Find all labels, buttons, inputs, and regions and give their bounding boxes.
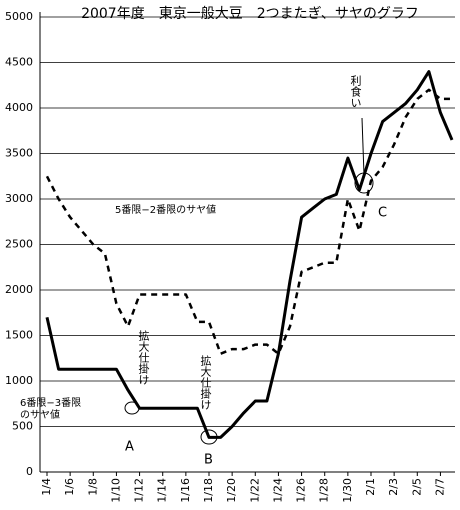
x-tick-label: 1/30 [341,478,354,503]
x-tick-label: 1/8 [86,478,99,496]
annotation: C [378,206,387,221]
x-tick-label: 1/22 [248,478,261,503]
series-label: 5番限−2番限のサヤ値 [115,203,216,216]
annotation: B [204,453,213,468]
annotation: 拡大仕掛け [137,329,150,385]
x-tick-label: 1/10 [109,478,122,503]
chart-title: 2007年度 東京一般大豆 2つまたぎ、サヤのグラフ [81,6,419,22]
x-tick-label: 1/26 [295,478,308,503]
x-tick-label: 1/20 [225,478,238,503]
x-tick-label: 1/24 [271,478,284,503]
y-tick-label: 2500 [5,238,33,251]
x-tick-label: 2/3 [387,478,400,496]
x-tick-label: 2/7 [433,478,446,496]
y-tick-label: 5000 [5,10,33,23]
annotation: 利食い [349,75,362,108]
x-tick-label: 1/6 [63,478,76,496]
y-tick-label: 3000 [5,192,33,205]
y-tick-label: 4500 [5,56,33,69]
x-tick-label: 1/18 [202,478,215,503]
y-tick-label: 0 [26,465,33,478]
series-line [45,70,454,439]
y-tick-label: 1000 [5,374,33,387]
y-tick-label: 1500 [5,329,33,342]
y-tick-label: 2000 [5,283,33,296]
y-tick-label: 3500 [5,147,33,160]
pointer [361,117,365,176]
y-tick-label: 4000 [5,101,33,114]
x-tick-label: 1/16 [179,478,192,503]
series-label: 6番限−3番限 のサヤ値 [20,398,82,421]
x-tick-label: 1/14 [156,478,169,503]
x-tick-label: 1/12 [133,478,146,503]
x-tick-label: 2/1 [364,478,377,496]
x-tick-label: 1/4 [40,478,53,496]
annotation: 拡大仕掛け [199,354,212,410]
x-tick-label: 1/28 [318,478,331,503]
annotation: A [125,440,134,455]
x-tick-label: 2/5 [410,478,423,496]
y-tick-label: 500 [12,420,33,433]
series-line [45,88,452,355]
